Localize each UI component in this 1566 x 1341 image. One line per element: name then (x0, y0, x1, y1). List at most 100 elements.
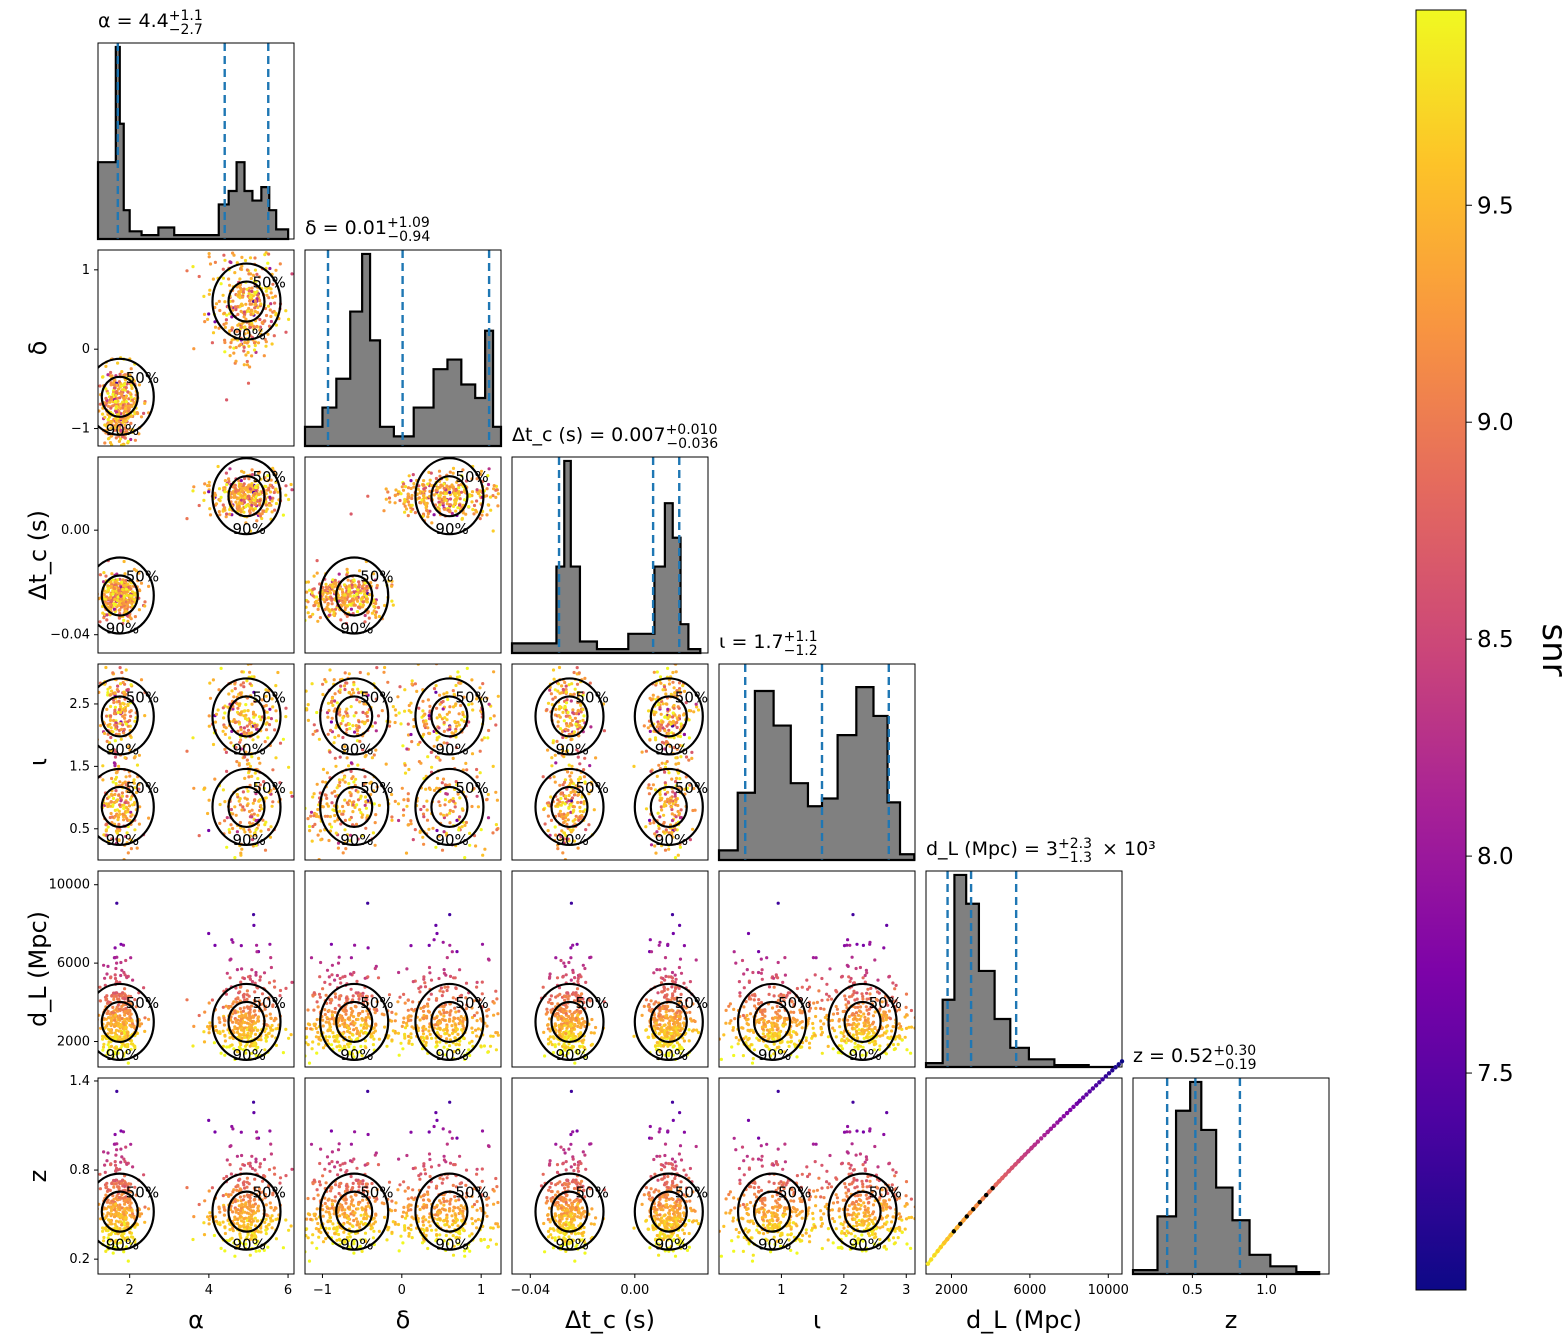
scatter-point (284, 1027, 288, 1031)
scatter-point (222, 506, 226, 510)
scatter-point (569, 738, 573, 742)
scatter-point (664, 692, 668, 696)
scatter-point (566, 710, 570, 715)
scatter-point (238, 691, 242, 695)
scatter-point (108, 804, 112, 808)
scatter-point (582, 802, 586, 806)
scatter-point (254, 783, 258, 787)
contour-50 (550, 785, 589, 829)
scatter-point (107, 605, 111, 609)
title-delta: δ = 0.01+1.09 −0.94 (305, 215, 430, 245)
scatter-point (269, 825, 273, 829)
scatter-point (348, 602, 352, 607)
scatter-point (237, 344, 241, 348)
scatter-point (347, 782, 351, 786)
scatter-point (442, 720, 446, 725)
contour-label-90: 90% (106, 740, 139, 758)
scatter-point (460, 807, 464, 811)
scatter-point (673, 713, 677, 717)
scatter-point (400, 786, 404, 790)
scatter-point (485, 487, 489, 491)
scatter-point (112, 718, 116, 723)
scatter-point (479, 472, 483, 476)
scatter-point (245, 758, 249, 762)
scatter-point (333, 819, 337, 823)
scatter-point (252, 913, 256, 917)
scatter-point (117, 380, 121, 384)
scatter-point (365, 600, 369, 604)
scatter-point (237, 1032, 241, 1036)
contour-90 (98, 556, 155, 635)
scatter-point (232, 718, 236, 722)
scatter-point (106, 1048, 111, 1052)
scatter-point (106, 825, 110, 829)
scatter-point (658, 728, 662, 732)
scatter-point (228, 1036, 232, 1040)
scatter-point (566, 770, 570, 774)
scatter-point (323, 600, 327, 604)
scatter-point (126, 851, 130, 855)
scatter-point (109, 704, 113, 709)
scatter-point (242, 310, 246, 314)
scatter-point (541, 775, 545, 779)
scatter-point (432, 744, 436, 748)
scatter-point (137, 787, 141, 791)
scatter-point (338, 690, 342, 695)
scatter-point (245, 363, 250, 367)
scatter-point (451, 809, 455, 814)
scatter-point (243, 709, 247, 713)
scatter-point (445, 712, 449, 716)
scatter-point (115, 452, 118, 455)
scatter-point (508, 671, 511, 674)
scatter-point (679, 755, 683, 759)
scatter-point (263, 337, 267, 341)
scatter-point (451, 705, 456, 709)
scatter-point (438, 503, 442, 507)
scatter-point (139, 678, 144, 682)
scatter-point (128, 710, 132, 714)
scatter-point (672, 745, 677, 750)
scatter-point (410, 496, 414, 501)
scatter-point (252, 812, 256, 816)
scatter-point (481, 853, 485, 857)
scatter-point (579, 710, 583, 714)
scatter-point (253, 306, 257, 310)
scatter-point (341, 804, 345, 809)
scatter-point (110, 1010, 114, 1015)
scatter-point (113, 976, 118, 981)
scatter-point (576, 800, 580, 805)
scatter-point (112, 383, 117, 387)
scatter-point (122, 430, 126, 434)
scatter-point (373, 613, 377, 617)
scatter-point (213, 491, 217, 495)
scatter-point (233, 805, 237, 809)
scatter-point (488, 495, 493, 499)
scatter-point (583, 808, 587, 812)
scatter-point (307, 824, 312, 829)
scatter-point (351, 803, 355, 807)
scatter-point (126, 997, 130, 1001)
scatter-point (264, 484, 268, 489)
scatter-point (558, 838, 563, 842)
scatter-point (118, 682, 123, 686)
scatter-point (568, 722, 573, 726)
scatter-point (222, 253, 226, 257)
scatter-point (315, 729, 319, 733)
scatter-point (570, 796, 575, 800)
scatter-point (120, 392, 124, 396)
scatter-point (264, 509, 268, 513)
scatter-point (253, 1044, 257, 1048)
scatter-point (426, 755, 430, 759)
scatter-point (230, 1043, 234, 1047)
scatter-point (487, 702, 491, 706)
scatter-point (113, 602, 117, 607)
scatter-point (481, 682, 485, 686)
scatter-point (122, 601, 126, 606)
scatter-point (243, 830, 247, 834)
scatter-point (578, 805, 582, 810)
scatter-point (236, 706, 240, 710)
scatter-point (667, 831, 672, 835)
y-axis-label-dtc: Δt_c (s) (24, 510, 52, 600)
scatter-point (228, 830, 232, 835)
scatter-point (247, 289, 251, 293)
